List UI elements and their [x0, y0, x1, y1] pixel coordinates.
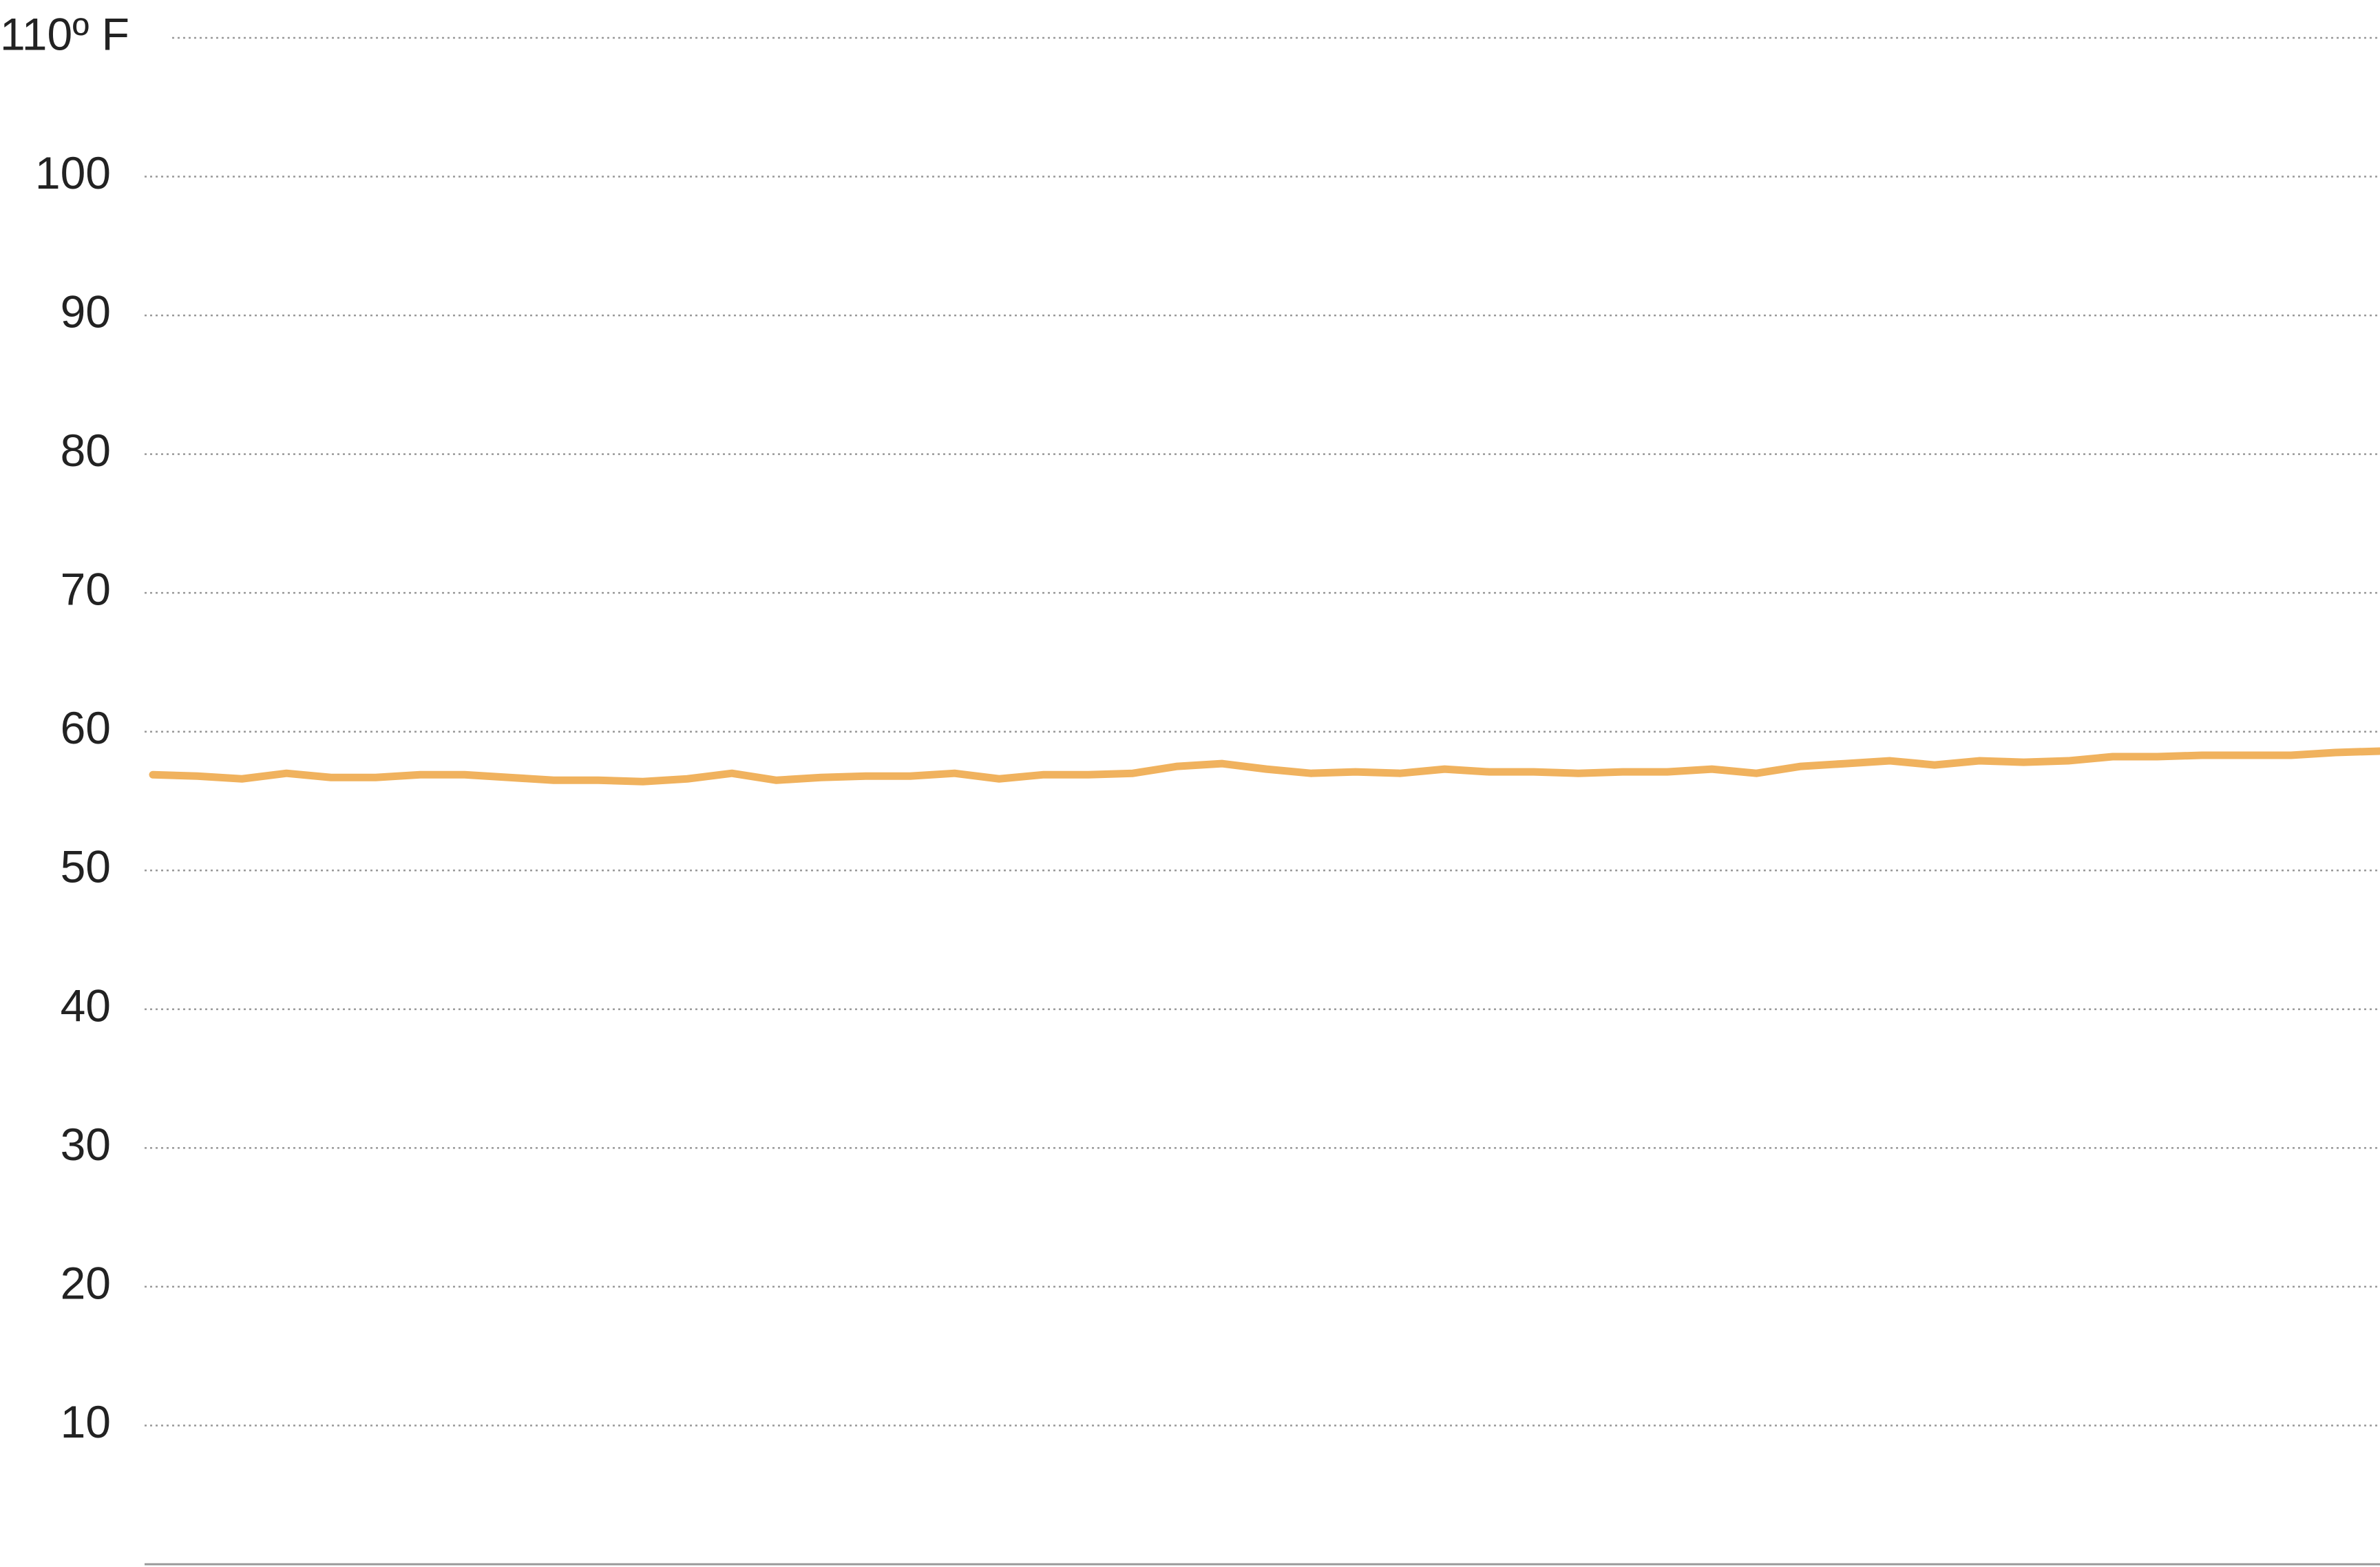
y-tick-label: 110º F — [0, 8, 129, 59]
y-tick-label: 20 — [61, 1257, 111, 1308]
y-tick-label: 90 — [61, 286, 111, 337]
y-tick-label: 80 — [61, 425, 111, 476]
y-tick-label: 30 — [61, 1119, 111, 1170]
data-line — [149, 747, 2380, 786]
y-tick-label: 100 — [35, 147, 111, 198]
y-tick-label: 40 — [61, 980, 111, 1031]
y-tick-label: 10 — [61, 1396, 111, 1447]
y-tick-label: 70 — [61, 564, 111, 615]
y-tick-label: 60 — [61, 702, 111, 753]
y-tick-label: 50 — [61, 841, 111, 892]
